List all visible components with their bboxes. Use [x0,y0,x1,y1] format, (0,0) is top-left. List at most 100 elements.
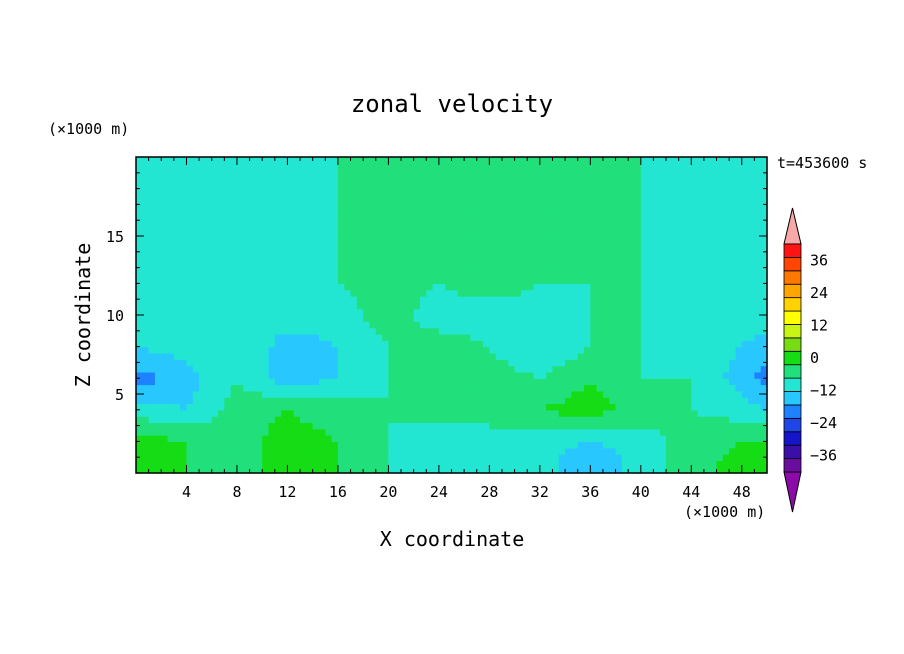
field-cell [369,352,377,360]
field-cell [369,441,377,449]
field-cell [684,365,692,373]
field-cell [483,447,490,455]
field-cell [287,409,295,417]
field-cell [470,390,478,398]
field-cell [394,365,402,373]
field-cell [344,359,352,367]
field-cell [180,302,188,310]
field-cell [697,182,705,190]
field-cell [142,441,150,449]
field-cell [596,182,604,190]
field-cell [609,428,617,436]
field-cell [180,403,188,411]
field-cell [325,239,333,247]
field-cell [501,296,509,303]
field-cell [552,201,560,209]
field-cell [716,466,724,474]
field-cell [426,447,434,455]
field-cell [173,409,181,417]
field-cell [546,194,554,202]
field-cell [565,346,572,354]
field-cell [615,435,623,442]
field-cell [602,283,610,291]
field-cell [565,283,572,291]
field-cell [413,251,421,259]
field-cell [375,466,383,474]
field-cell [192,207,200,215]
field-cell [703,333,711,341]
field-cell [565,188,572,196]
field-cell [419,422,427,430]
field-cell [464,188,472,196]
field-cell [748,239,755,247]
field-cell [224,428,232,436]
field-cell [255,346,263,354]
field-cell [464,175,472,183]
field-cell [356,447,364,455]
field-cell [722,466,730,474]
field-cell [571,441,579,449]
field-cell [678,340,686,348]
field-cell [318,378,326,386]
field-cell [508,245,516,253]
field-cell [729,352,737,360]
field-cell [451,466,459,474]
field-cell [754,390,762,398]
field-cell [230,422,238,430]
field-cell [640,239,648,247]
field-cell [218,213,225,221]
field-cell [464,403,472,411]
field-cell [180,201,188,209]
field-cell [602,232,610,240]
field-cell [722,365,730,373]
field-cell [388,169,396,177]
field-cell [691,409,699,417]
field-cell [514,207,522,215]
field-cell [148,232,156,240]
field-cell [413,283,421,291]
field-cell [205,213,213,221]
field-cell [729,346,737,354]
field-cell [754,409,762,417]
field-cell [672,384,680,392]
field-cell [489,352,497,360]
field-cell [710,384,718,392]
field-cell [350,447,358,455]
field-cell [653,251,661,259]
field-cell [274,428,282,436]
field-cell [154,277,162,284]
field-cell [754,163,762,171]
field-cell [722,447,730,455]
field-cell [558,352,566,360]
field-cell [382,163,389,171]
field-cell [571,157,579,164]
field-cell [274,175,282,183]
field-cell [262,239,270,247]
field-cell [577,277,585,284]
field-cell [602,194,610,202]
field-cell [312,346,320,354]
field-cell [356,327,364,335]
field-cell [192,428,200,436]
field-cell [483,422,490,430]
field-cell [445,194,453,202]
field-cell [167,333,175,341]
field-cell [565,397,572,405]
field-cell [300,346,307,354]
field-cell [634,435,642,442]
field-cell [596,422,604,430]
field-cell [754,333,762,341]
field-cell [476,201,484,209]
field-cell [180,239,188,247]
field-cell [268,207,276,215]
field-cell [394,352,402,360]
field-cell [489,397,497,405]
field-cell [192,232,200,240]
field-cell [243,409,251,417]
field-cell [602,296,610,303]
field-cell [136,441,143,449]
field-cell [659,226,667,234]
field-cell [249,359,257,367]
field-cell [470,397,478,405]
field-cell [628,315,636,322]
